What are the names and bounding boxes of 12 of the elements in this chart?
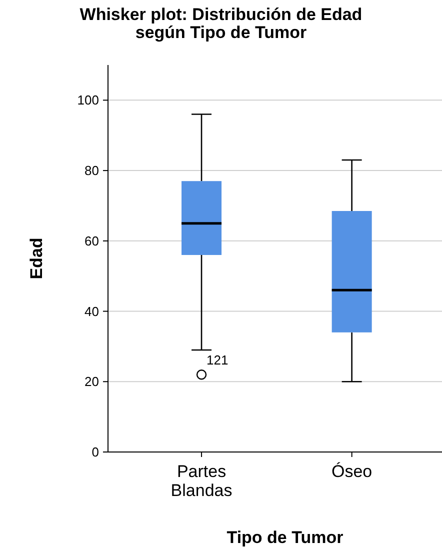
x-tick-label: Partes Blandas xyxy=(170,462,232,500)
y-tick-label: 0 xyxy=(92,444,99,460)
x-tick-label: Óseo xyxy=(332,462,372,481)
y-tick-label: 20 xyxy=(84,374,99,390)
y-tick-label: 40 xyxy=(84,304,99,319)
chart-title: Whisker plot: Distribución de Edad según Tipo de Tumor xyxy=(80,5,362,42)
y-tick-label: 60 xyxy=(84,233,99,248)
x-axis-title: Tipo de Tumor xyxy=(226,528,344,547)
annotation: 121 xyxy=(206,352,228,368)
y-axis-title: Edad xyxy=(27,238,46,280)
y-tick-label: 80 xyxy=(84,163,99,178)
y-tick-label: 100 xyxy=(77,92,99,108)
